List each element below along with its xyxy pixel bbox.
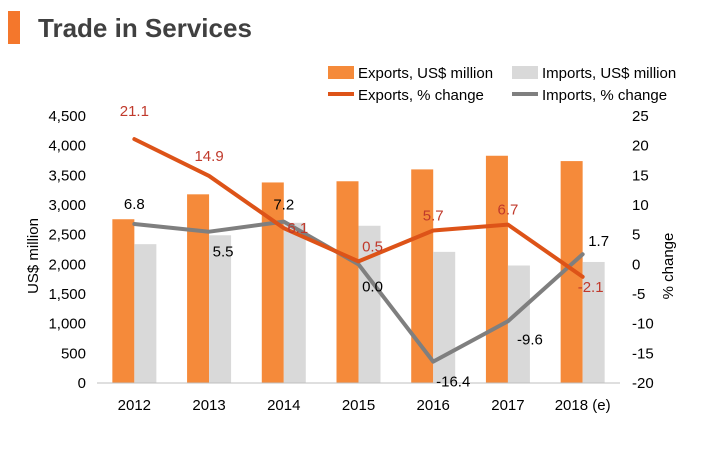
bar-imports — [209, 235, 232, 383]
bar-imports — [283, 222, 306, 383]
data-label-exports-change: 6.1 — [287, 220, 308, 237]
bar-exports — [560, 161, 583, 383]
bar-imports — [433, 251, 456, 383]
data-label-exports-change: 14.9 — [194, 148, 223, 165]
y-tick-label: 4,000 — [48, 138, 86, 155]
y2-tick-label: -20 — [632, 375, 654, 392]
y2-tick-label: 0 — [632, 256, 640, 273]
y-tick-label: 0 — [78, 375, 86, 392]
y-tick-label: 1,500 — [48, 286, 86, 303]
bar-exports — [187, 194, 210, 383]
x-tick-label: 2014 — [267, 397, 300, 414]
y2-tick-label: -10 — [632, 316, 654, 333]
y2-tick-label: 20 — [632, 138, 649, 155]
bar-imports — [582, 261, 605, 383]
y2-tick-label: 15 — [632, 167, 649, 184]
legend-label-exports-line: Exports, % change — [358, 87, 484, 104]
data-label-imports-change: 0.0 — [362, 278, 383, 295]
line-exports-change — [132, 137, 585, 279]
bar-exports — [411, 169, 434, 383]
x-tick-label: 2012 — [118, 397, 151, 414]
left-axis-ticks: 0 500 1,000 1,500 2,000 2,500 3,000 3,500 4,000 4… — [48, 108, 86, 392]
y-tick-label: 1,000 — [48, 316, 86, 333]
data-label-exports-change: -2.1 — [578, 279, 604, 296]
lines — [132, 137, 585, 364]
data-label-exports-change: 5.7 — [423, 208, 444, 225]
legend-label-imports-line: Imports, % change — [542, 87, 667, 104]
data-label-imports-change: -9.6 — [517, 331, 543, 348]
title-accent-bar — [8, 11, 20, 44]
line-imports-change — [132, 219, 585, 364]
y2-tick-label: 5 — [632, 227, 640, 244]
data-labels: 21.1 14.9 6.1 0.5 5.7 6.7 -2.1 6.8 5.5 7.2 0.0 -16.… — [120, 103, 609, 391]
x-tick-label: 2016 — [417, 397, 450, 414]
x-tick-label: 2015 — [342, 397, 375, 414]
data-label-imports-change: 7.2 — [273, 197, 294, 214]
legend-label-exports-bar: Exports, US$ million — [358, 65, 493, 82]
y-tick-label: 2,000 — [48, 256, 86, 273]
legend: Exports, US$ million Imports, US$ millio… — [328, 65, 676, 104]
bars — [112, 155, 605, 383]
bar-imports — [134, 244, 157, 383]
bar-exports — [261, 182, 284, 383]
bar-exports — [112, 219, 135, 383]
legend-swatch-exports-bar — [328, 66, 354, 79]
bar-exports — [336, 181, 359, 383]
y2-tick-label: 25 — [632, 108, 649, 125]
data-label-exports-change: 21.1 — [120, 103, 149, 120]
x-tick-label: 2017 — [491, 397, 524, 414]
y2-tick-label: -15 — [632, 345, 654, 362]
y-tick-label: 3,500 — [48, 167, 86, 184]
legend-swatch-imports-bar — [512, 66, 538, 79]
chart-title: Trade in Services — [38, 13, 252, 43]
y-tick-label: 2,500 — [48, 227, 86, 244]
bar-exports — [485, 155, 508, 383]
bar-imports — [507, 265, 530, 383]
data-label-imports-change: 5.5 — [213, 244, 234, 261]
y-tick-label: 4,500 — [48, 108, 86, 125]
right-axis-ticks: -20 -15 -10 -5 0 5 10 15 20 25 — [632, 108, 654, 392]
data-label-imports-change: 1.7 — [588, 233, 609, 250]
x-tick-label: 2013 — [192, 397, 225, 414]
data-label-exports-change: 0.5 — [362, 238, 383, 255]
data-label-exports-change: 6.7 — [497, 202, 518, 219]
legend-label-imports-bar: Imports, US$ million — [542, 65, 676, 82]
y2-tick-label: -5 — [632, 286, 645, 303]
data-label-imports-change: -16.4 — [436, 374, 470, 391]
y-axis-label: US$ million — [25, 218, 42, 294]
x-axis-ticks: 2012 2013 2014 2015 2016 2017 2018 (e) — [118, 397, 611, 414]
y-tick-label: 500 — [61, 345, 86, 362]
y-tick-label: 3,000 — [48, 197, 86, 214]
x-tick-label: 2018 (e) — [555, 397, 611, 414]
y2-tick-label: 10 — [632, 197, 649, 214]
bar-imports — [358, 225, 381, 383]
data-label-imports-change: 6.8 — [124, 196, 145, 213]
y2-axis-label: % change — [660, 233, 677, 300]
